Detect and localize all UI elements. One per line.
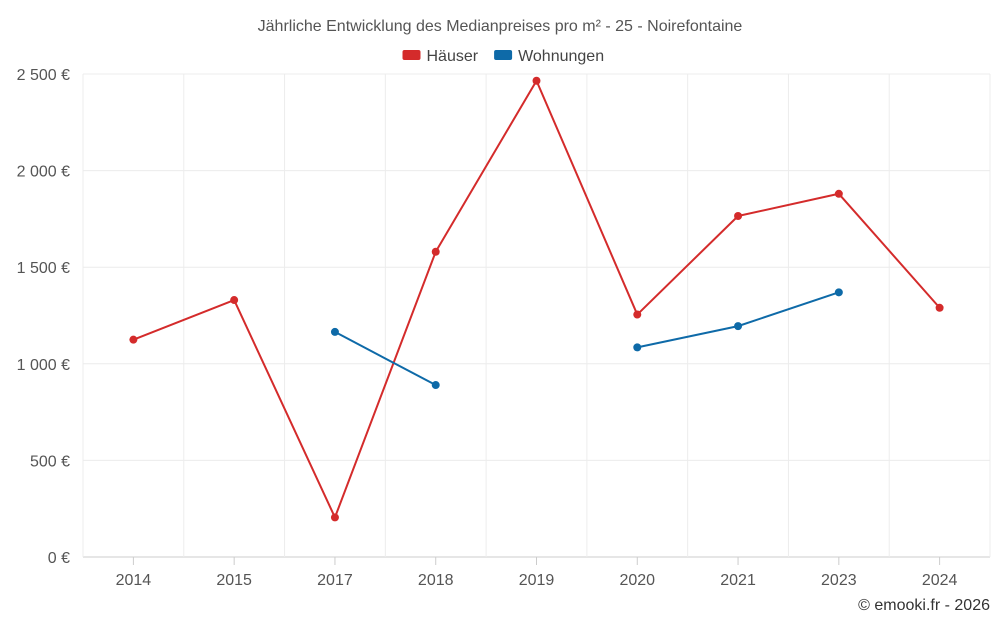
legend-item-haeuser[interactable]: Häuser xyxy=(402,48,479,65)
data-point[interactable] xyxy=(834,189,843,198)
x-tick-label: 2020 xyxy=(619,572,655,589)
data-point[interactable] xyxy=(633,310,642,319)
y-tick-label: 500 € xyxy=(30,453,70,470)
data-point[interactable] xyxy=(834,288,843,297)
axes: 0 € 500 € 1 000 € 1 500 € 2 000 € 2 500 € 2014… xyxy=(17,67,958,589)
data-point[interactable] xyxy=(532,76,541,85)
data-point[interactable] xyxy=(230,296,239,305)
chart-title: Jährliche Entwicklung des Medianpreises … xyxy=(258,18,743,35)
data-point[interactable] xyxy=(431,381,440,390)
data-point[interactable] xyxy=(633,343,642,352)
legend-item-wohnungen[interactable]: Wohnungen xyxy=(494,48,604,65)
data-point[interactable] xyxy=(431,247,440,256)
y-tick-label: 1 000 € xyxy=(17,357,70,374)
y-tick-label: 2 500 € xyxy=(17,67,70,84)
grid xyxy=(82,73,991,558)
y-tick-label: 2 000 € xyxy=(17,164,70,181)
x-tick-label: 2018 xyxy=(418,572,454,589)
legend-swatch xyxy=(494,50,513,60)
x-tick-label: 2019 xyxy=(519,572,555,589)
series-group xyxy=(129,76,944,522)
series-line xyxy=(334,331,437,386)
data-point[interactable] xyxy=(330,327,339,336)
legend: Häuser Wohnungen xyxy=(402,48,604,65)
x-tick-label: 2023 xyxy=(821,572,857,589)
data-point[interactable] xyxy=(935,303,944,312)
legend-label: Häuser xyxy=(427,48,479,65)
x-tick-label: 2014 xyxy=(116,572,152,589)
x-tick-label: 2024 xyxy=(922,572,958,589)
series-haeuser xyxy=(129,76,944,522)
series-wohnungen xyxy=(330,288,843,390)
y-tick-label: 1 500 € xyxy=(17,260,70,277)
legend-label: Wohnungen xyxy=(518,48,604,65)
data-point[interactable] xyxy=(734,322,743,331)
x-tick-label: 2017 xyxy=(317,572,353,589)
y-tick-label: 0 € xyxy=(48,550,70,567)
legend-swatch xyxy=(402,50,421,60)
credit: © emooki.fr - 2026 xyxy=(858,597,990,614)
series-line xyxy=(637,291,840,349)
x-tick-label: 2015 xyxy=(216,572,252,589)
x-tick-label: 2021 xyxy=(720,572,756,589)
data-point[interactable] xyxy=(734,212,743,221)
data-point[interactable] xyxy=(129,335,138,344)
data-point[interactable] xyxy=(330,513,339,522)
